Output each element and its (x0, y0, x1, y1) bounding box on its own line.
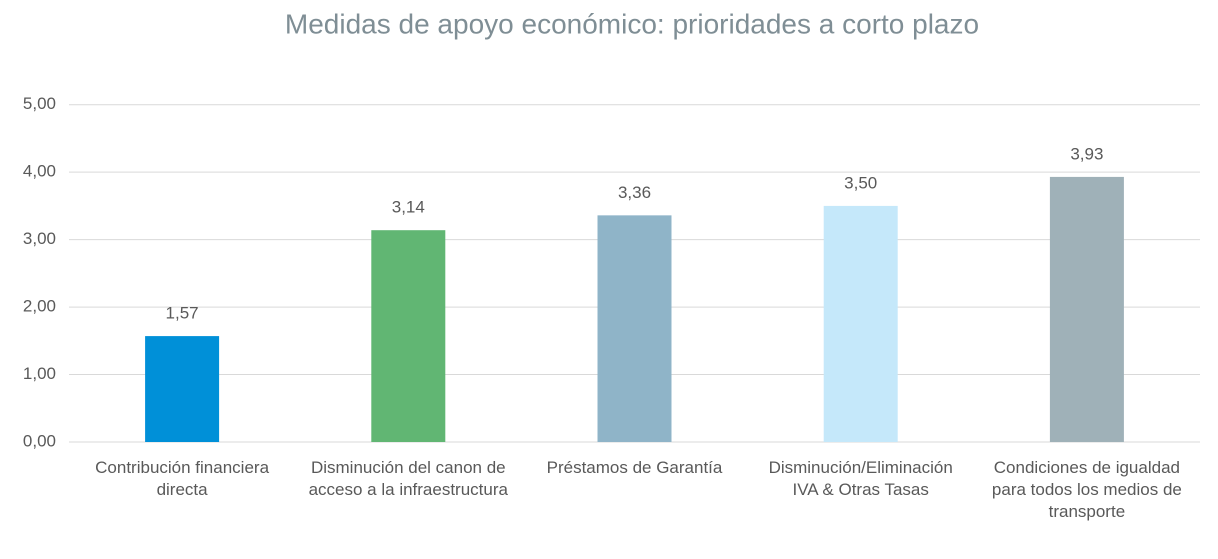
y-tick-label: 5,00 (23, 94, 56, 113)
y-tick-label: 1,00 (23, 364, 56, 383)
x-tick-label: Contribución financiera directa (95, 458, 270, 499)
bar (823, 205, 898, 442)
bar (1049, 176, 1124, 443)
y-tick-label: 4,00 (23, 162, 56, 181)
bar (145, 336, 220, 442)
data-label: 3,36 (618, 183, 651, 202)
y-tick-label: 0,00 (23, 431, 56, 450)
y-tick-label: 2,00 (23, 297, 56, 316)
bar (371, 230, 446, 442)
data-label: 3,14 (392, 198, 425, 217)
data-label: 3,50 (844, 173, 877, 192)
data-label: 1,57 (166, 304, 199, 323)
chart-title: Medidas de apoyo económico: prioridades … (285, 8, 979, 39)
bar (597, 215, 672, 442)
x-tick-label: Disminución/Eliminación IVA & Otras Tasa… (768, 458, 953, 499)
x-tick-label: Préstamos de Garantía (546, 458, 723, 477)
y-tick-label: 3,00 (23, 229, 56, 248)
x-tick-label: Disminución del canon de acceso a la inf… (308, 458, 508, 499)
x-tick-label: Condiciones de igualdad para todos los m… (991, 458, 1182, 521)
data-label: 3,93 (1070, 144, 1103, 163)
